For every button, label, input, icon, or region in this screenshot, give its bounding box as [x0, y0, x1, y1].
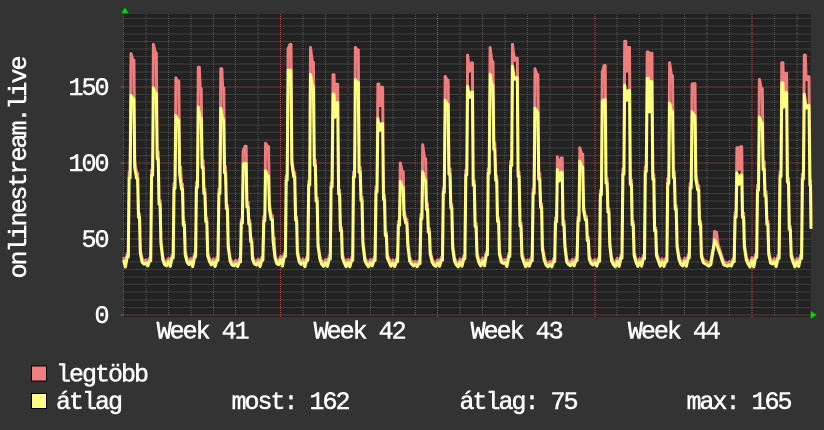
- svg-text:150: 150: [68, 74, 108, 103]
- svg-text:Week 42: Week 42: [314, 318, 406, 347]
- svg-text:0: 0: [94, 302, 108, 331]
- svg-text:50: 50: [81, 226, 108, 255]
- svg-text:most: 162: most: 162: [232, 388, 350, 417]
- svg-text:átlag: 75: átlag: 75: [460, 388, 578, 417]
- svg-text:onlinestream.live: onlinestream.live: [5, 56, 34, 278]
- svg-text:max: 165: max: 165: [687, 388, 792, 417]
- svg-text:100: 100: [68, 150, 108, 179]
- svg-text:Week 44: Week 44: [628, 318, 720, 347]
- svg-text:legtöbb: legtöbb: [56, 361, 148, 390]
- svg-text:Week 43: Week 43: [471, 318, 563, 347]
- svg-text:Week 41: Week 41: [157, 318, 249, 347]
- svg-text:átlag: átlag: [56, 388, 121, 417]
